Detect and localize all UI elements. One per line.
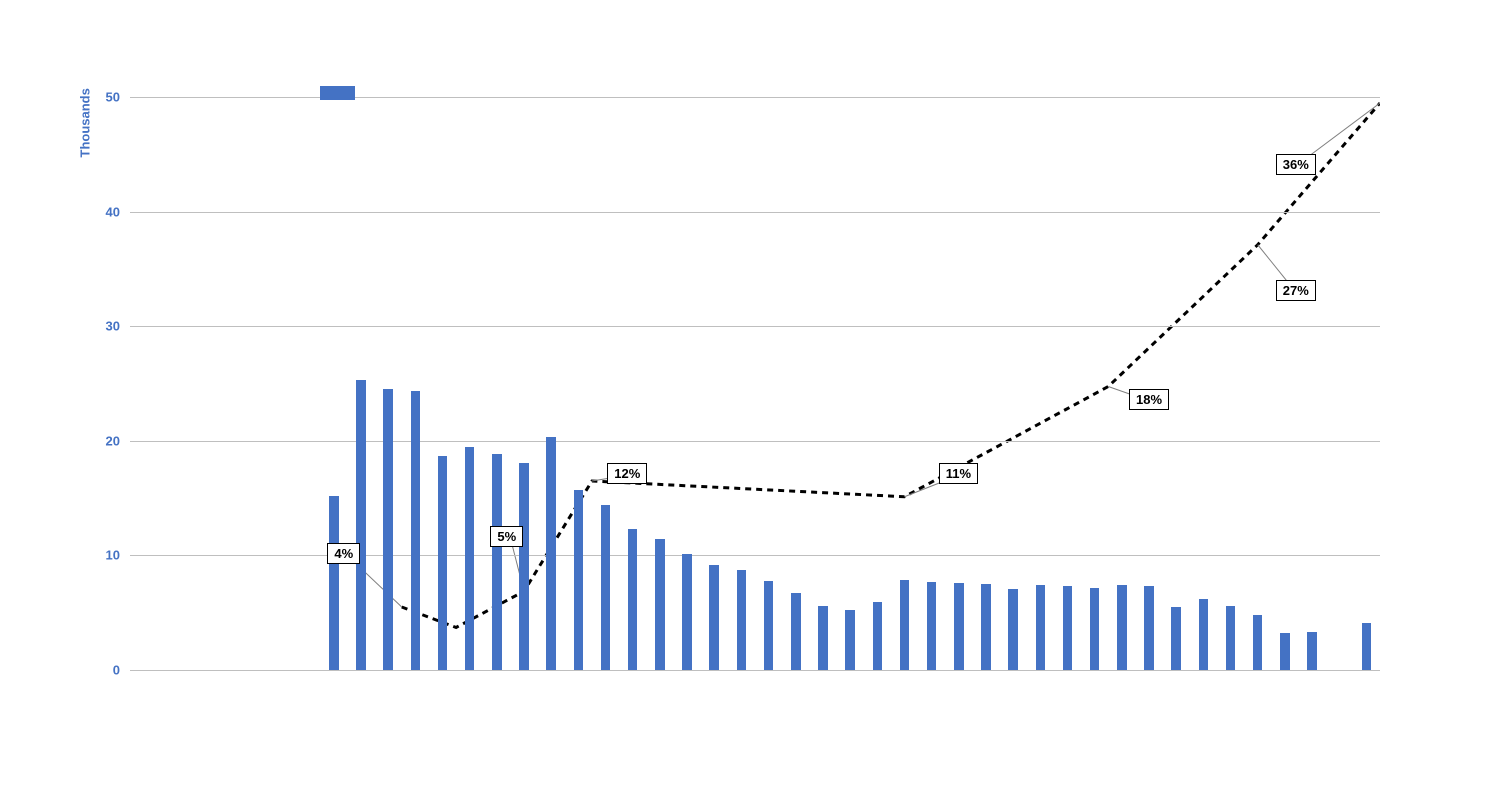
y-tick-label: 30 bbox=[80, 319, 120, 334]
bar bbox=[655, 539, 665, 670]
bar bbox=[1280, 633, 1290, 670]
bar bbox=[791, 593, 801, 670]
bar bbox=[411, 391, 421, 670]
bar bbox=[465, 447, 475, 670]
bar bbox=[1036, 585, 1046, 670]
y-tick-label: 40 bbox=[80, 204, 120, 219]
bar bbox=[628, 529, 638, 670]
bar bbox=[1171, 607, 1181, 670]
data-label: 27% bbox=[1276, 280, 1316, 301]
bar bbox=[519, 463, 529, 670]
legend-swatch bbox=[320, 86, 355, 100]
bar bbox=[601, 505, 611, 670]
y-tick-label: 0 bbox=[80, 663, 120, 678]
gridline bbox=[130, 326, 1380, 327]
bar bbox=[1144, 586, 1154, 670]
bar bbox=[1362, 623, 1372, 670]
plot-area: 4% 5% 12% 11% 18% 27% 36% bbox=[130, 40, 1380, 670]
bar bbox=[954, 583, 964, 670]
bar bbox=[546, 437, 556, 670]
bar bbox=[1199, 599, 1209, 670]
bar bbox=[927, 582, 937, 670]
gridline bbox=[130, 441, 1380, 442]
y-tick-label: 10 bbox=[80, 548, 120, 563]
bar bbox=[709, 565, 719, 670]
bar bbox=[1117, 585, 1127, 670]
bar bbox=[383, 389, 393, 670]
bar bbox=[900, 580, 910, 670]
bar bbox=[329, 496, 339, 670]
y-tick-label: 20 bbox=[80, 433, 120, 448]
gridline bbox=[130, 97, 1380, 98]
gridline bbox=[130, 555, 1380, 556]
bar bbox=[492, 454, 502, 670]
data-label: 12% bbox=[607, 463, 647, 484]
bar bbox=[1063, 586, 1073, 670]
bar bbox=[682, 554, 692, 670]
bar bbox=[981, 584, 991, 670]
bar bbox=[873, 602, 883, 670]
data-label: 18% bbox=[1129, 389, 1169, 410]
bar bbox=[574, 490, 584, 670]
bar bbox=[818, 606, 828, 670]
bar bbox=[1008, 589, 1018, 670]
gridline bbox=[130, 212, 1380, 213]
data-label: 11% bbox=[939, 463, 978, 484]
chart-container: 4% 5% 12% 11% 18% 27% 36% bbox=[130, 40, 1440, 720]
bar bbox=[1226, 606, 1236, 670]
trend-line bbox=[130, 40, 1380, 670]
bar bbox=[356, 380, 366, 670]
data-label: 4% bbox=[327, 543, 360, 564]
bar bbox=[845, 610, 855, 670]
data-label: 5% bbox=[490, 526, 523, 547]
bar bbox=[764, 581, 774, 670]
bar bbox=[1307, 632, 1317, 670]
gridline bbox=[130, 670, 1380, 671]
bar bbox=[1090, 588, 1100, 670]
bar bbox=[737, 570, 747, 670]
bar bbox=[438, 456, 448, 670]
y-tick-label: 50 bbox=[80, 90, 120, 105]
bar bbox=[1253, 615, 1263, 670]
data-label: 36% bbox=[1276, 154, 1316, 175]
